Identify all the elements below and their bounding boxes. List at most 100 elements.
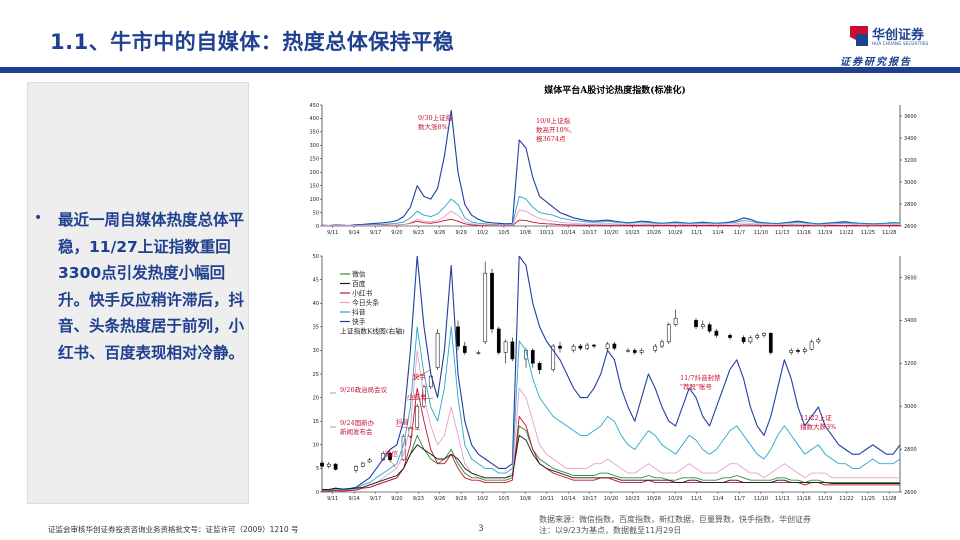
candle-body xyxy=(367,459,372,463)
y2-tick-label: 2600 xyxy=(904,224,917,230)
x-tick-label: 10/5 xyxy=(498,230,509,236)
annotation-text: 9/26政治局会议 xyxy=(340,385,388,394)
x-tick-label: 11/13 xyxy=(775,230,789,236)
y-tick-label: 20 xyxy=(313,395,319,401)
license-note: 证监会审核华创证券投资咨询业务资格批文号：证监许可（2009）1210 号 xyxy=(48,525,299,534)
annotation-text: 数大涨8% xyxy=(418,122,448,131)
x-tick-label: 10/29 xyxy=(668,230,682,236)
x-tick-label: 10/17 xyxy=(582,230,596,236)
candle-body xyxy=(639,350,644,353)
candle-body xyxy=(768,332,773,353)
candle-body xyxy=(496,328,501,353)
y-tick-label: 50 xyxy=(313,254,319,260)
annotation-text: 11/7抖音封禁 xyxy=(680,373,721,382)
source-note: 数据来源：微信指数，百度指数，新红数据，巨量算数，快手指数，华创证券 注：以9/… xyxy=(539,514,811,536)
x-tick-label: 11/7 xyxy=(734,496,745,502)
candle-body xyxy=(592,344,596,347)
x-tick-label: 10/8 xyxy=(520,230,531,236)
y-tick-label: 150 xyxy=(309,183,319,189)
x-tick-label: 11/19 xyxy=(818,496,832,502)
x-tick-label: 11/7 xyxy=(734,230,745,236)
annotation-text: 9/30上证指 xyxy=(418,113,453,122)
candle-body xyxy=(558,345,562,349)
series-line-xiaohongshu xyxy=(322,218,900,226)
candle-body xyxy=(789,350,794,353)
charts-area: 媒体平台A股讨论热度指数(标准化)05010015020025030035040… xyxy=(309,84,917,502)
series-line-toutiao xyxy=(322,349,900,492)
legend-label-baidu: 百度 xyxy=(352,279,366,288)
annotation-text: "荐股"账号 xyxy=(680,382,712,391)
summary-panel xyxy=(27,82,249,504)
x-tick-label: 9/17 xyxy=(370,496,381,502)
y-tick-label: 350 xyxy=(309,130,319,136)
candle-body xyxy=(320,462,324,467)
y-tick-label: 0 xyxy=(316,224,319,230)
x-tick-label: 10/8 xyxy=(520,496,531,502)
annotation-text: 新闻发布会 xyxy=(340,427,373,436)
x-tick-label: 11/4 xyxy=(712,496,723,502)
x-tick-label: 9/20 xyxy=(391,496,402,502)
y-tick-label: 200 xyxy=(309,170,319,176)
x-tick-label: 9/14 xyxy=(348,496,359,502)
candle-body xyxy=(503,341,508,353)
x-tick-label: 9/29 xyxy=(456,496,467,502)
logo-name: 华创证券 xyxy=(872,28,925,43)
y2-tick-label: 2800 xyxy=(904,447,917,453)
candle-body xyxy=(435,332,440,368)
x-tick-label: 11/25 xyxy=(861,496,875,502)
candle-body xyxy=(388,453,392,461)
series-line-douyin xyxy=(322,195,900,226)
annotation-text: 11/22上证 xyxy=(800,413,832,422)
x-tick-label: 10/20 xyxy=(604,496,618,502)
candle-body xyxy=(510,341,515,360)
x-tick-label: 11/10 xyxy=(754,230,768,236)
x-tick-label: 9/26 xyxy=(434,496,445,502)
x-tick-label: 10/20 xyxy=(604,230,618,236)
x-tick-label: 11/16 xyxy=(796,230,810,236)
x-tick-label: 10/26 xyxy=(647,496,661,502)
candle-body xyxy=(741,337,746,343)
candle-body xyxy=(809,341,814,350)
series-lines xyxy=(322,256,900,492)
chart-title: 媒体平台A股讨论热度指数(标准化) xyxy=(543,84,686,96)
candle-body xyxy=(707,324,712,332)
x-tick-label: 11/1 xyxy=(691,230,702,236)
annotation-text: 小红书 xyxy=(407,392,427,401)
annotation-pointer xyxy=(406,397,434,401)
x-tick-label: 11/19 xyxy=(818,230,832,236)
candle-body xyxy=(456,326,460,347)
legend-label-xiaohongshu: 小红书 xyxy=(352,289,373,298)
candle-body xyxy=(333,463,338,470)
y2-tick-label: 3000 xyxy=(904,404,917,410)
y-tick-label: 35 xyxy=(313,325,319,331)
series-line-kuaishou xyxy=(322,256,900,491)
logo-english-name: HUA CHUANG SECURITIES xyxy=(872,41,929,46)
candle-body xyxy=(694,320,698,328)
y2-tick-label: 2600 xyxy=(904,490,917,496)
candle-body xyxy=(476,352,481,354)
x-tick-label: 10/23 xyxy=(625,496,639,502)
candle-body xyxy=(551,345,556,370)
y-tick-label: 0 xyxy=(316,490,319,496)
y-tick-label: 45 xyxy=(313,277,319,283)
page-title: 1.1、牛市中的自媒体：热度总体保持平稳 xyxy=(50,30,455,54)
candle-body xyxy=(415,405,420,428)
candle-body xyxy=(728,335,732,338)
logo-mark-square-icon xyxy=(856,34,868,46)
x-tick-label: 9/26 xyxy=(434,230,445,236)
candle-body xyxy=(462,345,467,353)
y2-tick-label: 3600 xyxy=(904,114,917,120)
kline-series xyxy=(320,261,821,473)
x-tick-label: 11/22 xyxy=(839,230,853,236)
candle-body xyxy=(537,363,542,370)
x-tick-label: 11/28 xyxy=(882,496,896,502)
candle-body xyxy=(700,324,705,328)
x-tick-label: 10/14 xyxy=(561,496,575,502)
series-line-xiaohongshu xyxy=(322,387,900,492)
x-tick-label: 11/16 xyxy=(796,496,810,502)
candle-body xyxy=(578,345,583,349)
legend-label-wechat: 微信 xyxy=(352,270,366,279)
candle-body xyxy=(816,339,821,343)
x-tick-label: 9/11 xyxy=(327,230,338,236)
y2-tick-label: 3600 xyxy=(904,275,917,281)
